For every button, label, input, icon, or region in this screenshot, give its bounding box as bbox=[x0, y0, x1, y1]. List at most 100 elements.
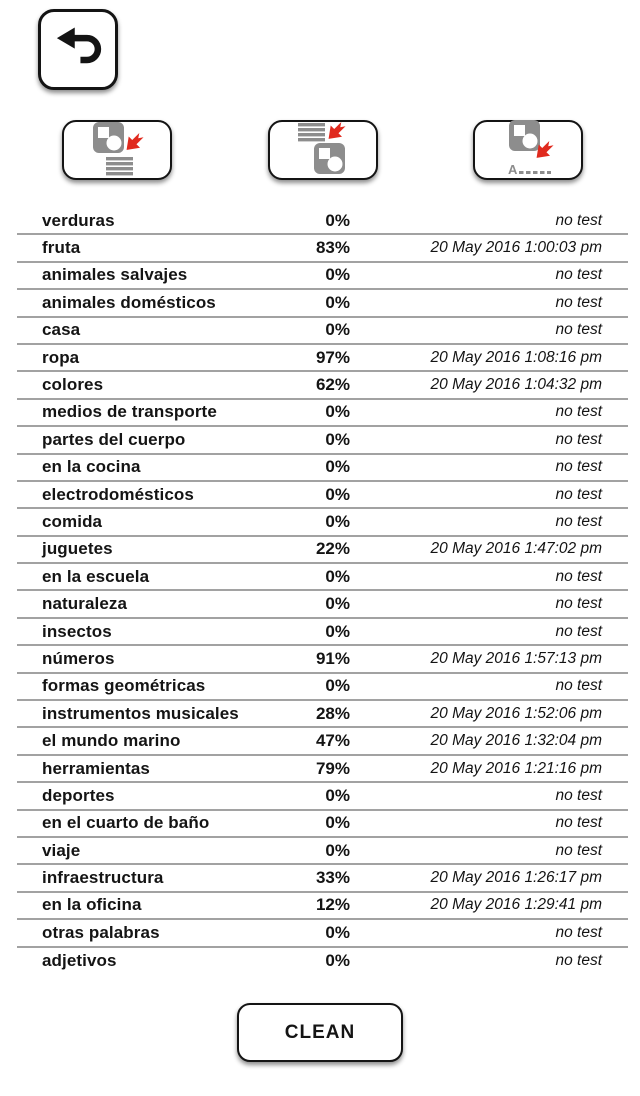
topic-label: formas geométricas bbox=[42, 676, 206, 696]
table-row[interactable]: fruta 83% 20 May 2016 1:00:03 pm bbox=[17, 235, 628, 263]
table-row[interactable]: colores 62% 20 May 2016 1:04:32 pm bbox=[17, 372, 628, 400]
topic-label: medios de transporte bbox=[42, 402, 217, 422]
score-value: 0% bbox=[325, 484, 350, 504]
last-test-value: no test bbox=[555, 211, 602, 229]
score-value: 0% bbox=[325, 457, 350, 477]
table-row[interactable]: comida 0% no test bbox=[17, 509, 628, 537]
table-row[interactable]: animales domésticos 0% no test bbox=[17, 290, 628, 318]
table-row[interactable]: en la oficina 12% 20 May 2016 1:29:41 pm bbox=[17, 893, 628, 921]
score-value: 22% bbox=[315, 539, 350, 559]
table-row[interactable]: en la cocina 0% no test bbox=[17, 455, 628, 482]
topic-label: verduras bbox=[42, 210, 115, 230]
topic-label: otras palabras bbox=[42, 922, 160, 942]
table-row[interactable]: electrodomésticos 0% no test bbox=[17, 482, 628, 510]
score-value: 0% bbox=[325, 840, 350, 860]
clean-button-label: CLEAN bbox=[284, 1021, 356, 1043]
score-value: 91% bbox=[315, 648, 350, 668]
topic-label: el mundo marino bbox=[42, 731, 181, 751]
table-row[interactable]: juguetes 22% 20 May 2016 1:47:02 pm bbox=[17, 537, 628, 565]
clean-button[interactable]: CLEAN bbox=[237, 1003, 403, 1062]
table-row[interactable]: formas geométricas 0% no test bbox=[17, 674, 628, 702]
score-value: 12% bbox=[315, 895, 350, 915]
last-test-value: no test bbox=[555, 952, 602, 970]
topic-label: juguetes bbox=[42, 539, 113, 559]
score-value: 79% bbox=[315, 758, 350, 778]
last-test-value: no test bbox=[555, 403, 602, 421]
topic-label: fruta bbox=[42, 238, 81, 258]
table-row[interactable]: instrumentos musicales 28% 20 May 2016 1… bbox=[17, 701, 628, 729]
score-value: 33% bbox=[315, 868, 350, 888]
topic-label: deportes bbox=[42, 785, 115, 805]
mode-button-card-to-list[interactable] bbox=[62, 120, 172, 180]
table-row[interactable]: infraestructura 33% 20 May 2016 1:26:17 … bbox=[17, 865, 628, 893]
table-row[interactable]: herramientas 79% 20 May 2016 1:21:16 pm bbox=[17, 756, 628, 784]
table-row[interactable]: otras palabras 0% no test bbox=[17, 920, 628, 948]
topic-label: naturaleza bbox=[42, 594, 128, 614]
topic-label: animales salvajes bbox=[42, 265, 188, 285]
score-value: 0% bbox=[325, 813, 350, 833]
table-row[interactable]: verduras 0% no test bbox=[17, 208, 628, 236]
table-row[interactable]: naturaleza 0% no test bbox=[17, 591, 628, 619]
mode-button-card-to-writing[interactable]: A bbox=[473, 119, 583, 181]
topic-label: viaje bbox=[42, 840, 81, 860]
topic-label: herramientas bbox=[42, 758, 150, 778]
score-value: 0% bbox=[325, 621, 350, 641]
topic-label: electrodomésticos bbox=[42, 484, 194, 504]
last-test-value: 20 May 2016 1:32:04 pm bbox=[430, 732, 602, 750]
last-test-value: no test bbox=[555, 622, 602, 640]
table-row[interactable]: el mundo marino 47% 20 May 2016 1:32:04 … bbox=[17, 728, 628, 756]
table-row[interactable]: casa 0% no test bbox=[17, 318, 628, 345]
card-to-writing-icon: A bbox=[495, 119, 561, 181]
table-row[interactable]: animales salvajes 0% no test bbox=[17, 263, 628, 291]
last-test-value: no test bbox=[555, 677, 602, 695]
last-test-value: no test bbox=[555, 595, 602, 613]
table-row[interactable]: ropa 97% 20 May 2016 1:08:16 pm bbox=[17, 345, 628, 373]
topic-label: en la escuela bbox=[42, 566, 150, 586]
last-test-value: no test bbox=[555, 458, 602, 476]
last-test-value: 20 May 2016 1:52:06 pm bbox=[430, 704, 602, 722]
return-arrow-icon bbox=[52, 24, 104, 75]
score-value: 47% bbox=[315, 731, 350, 751]
table-row[interactable]: viaje 0% no test bbox=[17, 838, 628, 866]
table-row[interactable]: en la escuela 0% no test bbox=[17, 564, 628, 592]
last-test-value: no test bbox=[555, 567, 602, 585]
topic-label: adjetivos bbox=[42, 951, 117, 971]
score-value: 0% bbox=[325, 292, 350, 312]
card-to-list-icon bbox=[84, 120, 150, 181]
table-row[interactable]: partes del cuerpo 0% no test bbox=[17, 427, 628, 455]
score-value: 97% bbox=[315, 347, 350, 367]
topic-label: colores bbox=[42, 375, 104, 395]
table-row[interactable]: en el cuarto de baño 0% no test bbox=[17, 811, 628, 838]
last-test-value: no test bbox=[555, 266, 602, 284]
last-test-value: 20 May 2016 1:08:16 pm bbox=[430, 348, 602, 366]
score-value: 0% bbox=[325, 951, 350, 971]
last-test-value: no test bbox=[555, 293, 602, 311]
topic-label: infraestructura bbox=[42, 868, 164, 888]
score-value: 0% bbox=[325, 429, 350, 449]
table-row[interactable]: insectos 0% no test bbox=[17, 619, 628, 647]
last-test-value: no test bbox=[555, 430, 602, 448]
last-test-value: no test bbox=[555, 321, 602, 339]
last-test-value: no test bbox=[555, 512, 602, 530]
score-value: 0% bbox=[325, 594, 350, 614]
last-test-value: 20 May 2016 1:29:41 pm bbox=[430, 896, 602, 914]
topic-label: animales domésticos bbox=[42, 292, 216, 312]
score-value: 0% bbox=[325, 210, 350, 230]
last-test-value: 20 May 2016 1:21:16 pm bbox=[430, 759, 602, 777]
table-row[interactable]: medios de transporte 0% no test bbox=[17, 400, 628, 428]
list-to-card-icon bbox=[290, 120, 356, 181]
last-test-value: 20 May 2016 1:47:02 pm bbox=[430, 540, 602, 558]
topic-label: partes del cuerpo bbox=[42, 429, 186, 449]
last-test-value: no test bbox=[555, 814, 602, 832]
back-button[interactable] bbox=[38, 9, 118, 90]
mode-button-list-to-card[interactable] bbox=[268, 120, 378, 180]
table-row[interactable]: adjetivos 0% no test bbox=[17, 948, 628, 975]
score-value: 0% bbox=[325, 265, 350, 285]
score-value: 0% bbox=[325, 922, 350, 942]
score-value: 0% bbox=[325, 402, 350, 422]
last-test-value: no test bbox=[555, 841, 602, 859]
table-row[interactable]: números 91% 20 May 2016 1:57:13 pm bbox=[17, 646, 628, 674]
table-row[interactable]: deportes 0% no test bbox=[17, 783, 628, 811]
topic-label: instrumentos musicales bbox=[42, 703, 239, 723]
topic-label: insectos bbox=[42, 621, 112, 641]
